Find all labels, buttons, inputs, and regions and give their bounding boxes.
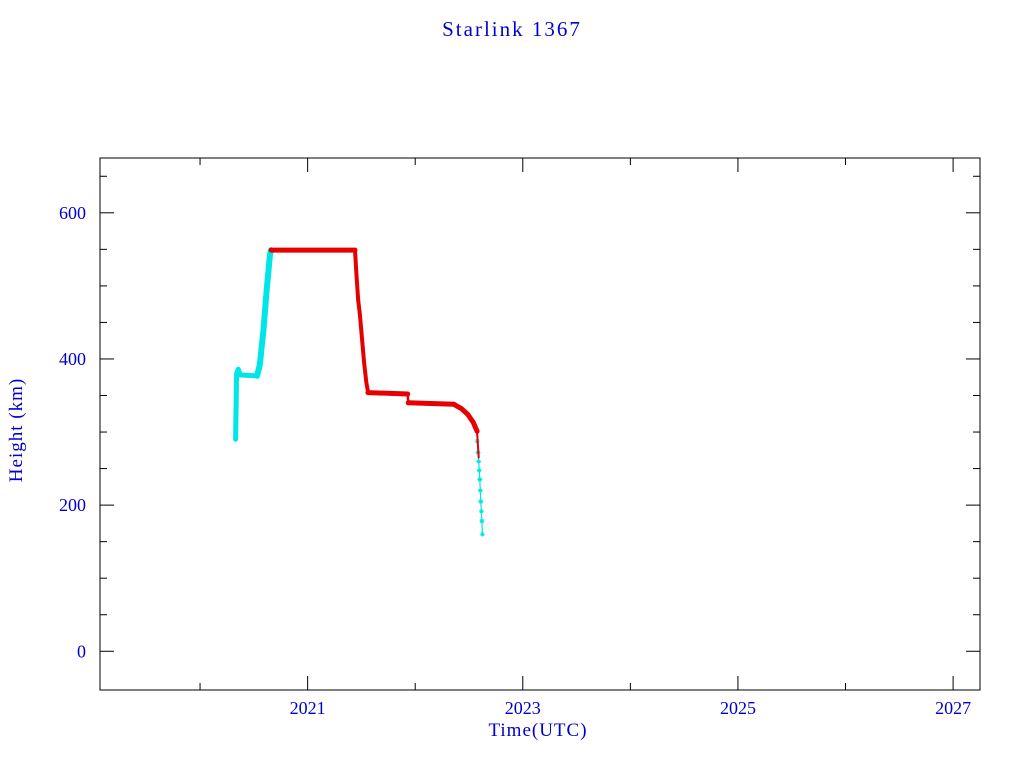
x-tick-label: 2021 (290, 698, 326, 718)
cyan-series (233, 247, 485, 537)
chart-title: Starlink 1367 (442, 17, 582, 41)
x-tick-label: 2027 (935, 698, 971, 718)
x-tick-label: 2023 (505, 698, 541, 718)
y-axis-label: Height (km) (6, 378, 27, 482)
y-tick-label: 600 (59, 203, 86, 223)
axes: 2021 2023 2025 2027 0 200 400 600 (59, 157, 981, 718)
data-series (233, 247, 485, 537)
x-axis-label: Time(UTC) (488, 720, 587, 741)
y-tick-label: 400 (59, 349, 86, 369)
x-tick-label: 2025 (720, 698, 756, 718)
y-tick-label: 0 (77, 641, 86, 661)
y-tick-label: 200 (59, 495, 86, 515)
red-series (268, 247, 480, 459)
